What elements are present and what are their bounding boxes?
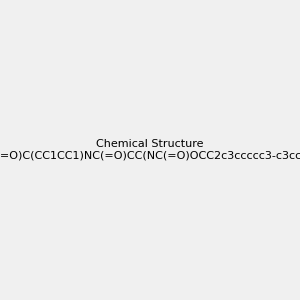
Text: Chemical Structure
OC(=O)C(CC1CC1)NC(=O)CC(NC(=O)OCC2c3ccccc3-c3ccccc: Chemical Structure OC(=O)C(CC1CC1)NC(=O)… <box>0 139 300 161</box>
